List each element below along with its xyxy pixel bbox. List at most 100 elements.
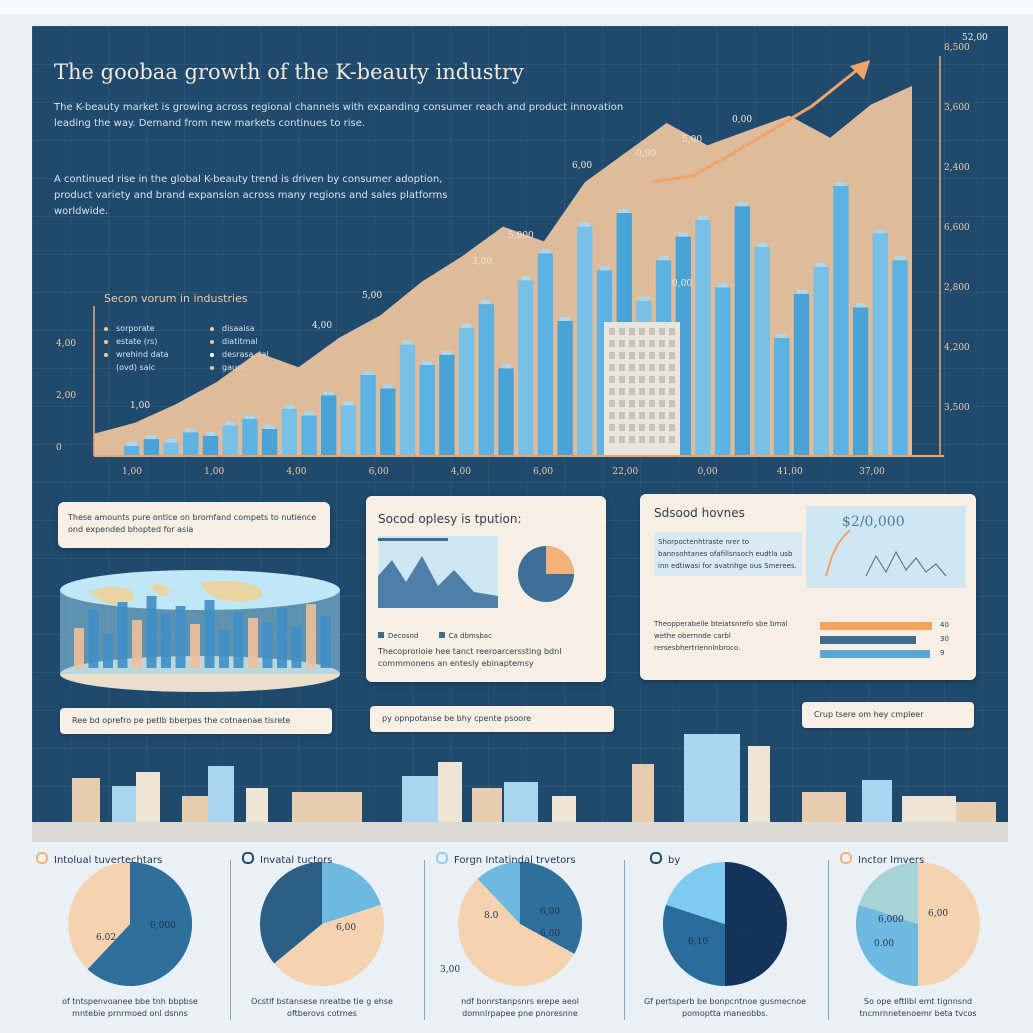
window — [639, 412, 645, 419]
skyline-building — [402, 776, 438, 822]
x-tick-label: 6,00 — [369, 467, 389, 477]
tower-top — [540, 249, 550, 254]
tower-bar — [892, 260, 908, 457]
right-bar-row: 9 — [820, 649, 960, 658]
window — [609, 436, 615, 443]
pie-value-label: 6.02 — [96, 933, 116, 943]
globe-card-text: These amounts pure ontice on bromfand co… — [68, 513, 317, 534]
window — [669, 328, 675, 335]
globe-tower — [233, 612, 244, 668]
x-tick-label: 1,00 — [122, 467, 142, 477]
window — [659, 364, 665, 371]
right-bar-fill — [820, 636, 916, 644]
pie-value-label: 6,00 — [928, 909, 948, 919]
pie-caption: Ocstlf bstansese nreatbe tie g ehse oftb… — [251, 997, 393, 1018]
tower-top — [698, 215, 708, 220]
skyline-building — [902, 796, 956, 822]
window — [659, 376, 665, 383]
skyline-building — [862, 780, 892, 822]
callout-1: Ree bd oprefro pe petlb bberpes the cotn… — [60, 708, 332, 734]
x-tick-label: 41,00 — [777, 467, 803, 477]
tower-top — [422, 360, 432, 365]
tower-series — [124, 182, 908, 457]
data-card-right: Sdsood hovnes Shorpoctenhtraste nrer to … — [640, 494, 976, 680]
window — [609, 328, 615, 335]
window — [659, 436, 665, 443]
y-tick-label-right: 3,600 — [944, 103, 970, 113]
tower-top — [363, 371, 373, 375]
tower-top — [186, 428, 196, 433]
ground — [32, 822, 1008, 842]
value-annotation: 5,00 — [362, 291, 382, 301]
value-annotation: 3,00 — [472, 257, 492, 267]
globe-tower — [132, 620, 142, 668]
globe-towers — [74, 596, 331, 668]
window — [619, 328, 625, 335]
skyline-building — [246, 788, 268, 822]
pie-slice — [662, 904, 725, 986]
window — [669, 424, 675, 431]
globe-tower — [204, 600, 215, 668]
right-card-chart: $2/0,000 — [806, 506, 966, 588]
tower-bar — [163, 442, 179, 456]
tower-bar — [793, 294, 810, 456]
intro-paragraph-2: A continued rise in the global K-beauty … — [54, 174, 448, 217]
tower-bar — [301, 415, 317, 456]
divider — [424, 860, 425, 1020]
right-chart-line — [825, 529, 851, 577]
tower-bar — [478, 304, 494, 456]
y-tick-label-right: 3,500 — [944, 403, 970, 413]
mini-bar-line — [378, 538, 448, 541]
pie-slice — [68, 862, 130, 970]
skyline-building — [802, 792, 846, 822]
tower-top — [521, 276, 531, 281]
intro-paragraph-1: The K-beauty market is growing across re… — [54, 102, 624, 129]
globe-tower — [175, 606, 186, 668]
divider — [230, 860, 231, 1020]
bullet-icon — [840, 852, 852, 864]
window — [609, 340, 615, 347]
tower-top — [737, 202, 747, 207]
tower-bar — [852, 307, 869, 456]
x-tick-label: 6,00 — [533, 467, 553, 477]
pie-caption: ndf bonrstanpsnrs erepe aeol domnlrpapee… — [461, 997, 579, 1018]
right-bar-label: 9 — [940, 649, 945, 657]
tower-top — [225, 421, 235, 426]
tower-bar — [695, 219, 711, 457]
tower-bar — [360, 375, 376, 456]
window — [619, 352, 625, 359]
window — [649, 376, 655, 383]
x-tick-label: 22,00 — [612, 467, 638, 477]
mini-pie-slice — [546, 546, 574, 574]
window — [659, 388, 665, 395]
value-annotation: 4,00 — [312, 321, 332, 331]
x-tick-label: 1,00 — [204, 467, 224, 477]
x-tick-label: 4,00 — [286, 467, 306, 477]
tower-top — [324, 391, 334, 396]
tower-top — [205, 431, 216, 436]
window — [639, 376, 645, 383]
globe-tower — [161, 614, 171, 668]
tower-bar — [321, 395, 337, 457]
callout-2: py opnpotanse be bhy cpente psoore — [370, 706, 614, 732]
skyline-building — [552, 796, 576, 822]
pie-value-label: 8.0 — [484, 911, 499, 921]
window — [609, 388, 615, 395]
arrow-head-icon — [850, 60, 870, 80]
globe-tower — [88, 610, 99, 668]
window — [639, 400, 645, 407]
pie-slice — [87, 862, 193, 987]
pie-value-label: 6,00 — [336, 923, 356, 933]
pie-slice — [477, 862, 520, 924]
tower-top — [245, 414, 255, 419]
window — [629, 424, 635, 431]
tower-top — [442, 350, 452, 355]
pie-title: Intolual tuvertechtars — [36, 852, 162, 866]
x-tick-label: 4,00 — [451, 467, 471, 477]
legend-column-1: sorporate estate (rs) wrehind data (ovd)… — [104, 322, 169, 374]
tower-bar — [734, 206, 751, 457]
right-card-text: Shorpoctenhtraste nrer to bannsohtanes o… — [654, 532, 802, 576]
pie-slice — [259, 862, 322, 964]
pie-slice — [859, 861, 918, 924]
globe-tower — [190, 624, 200, 668]
